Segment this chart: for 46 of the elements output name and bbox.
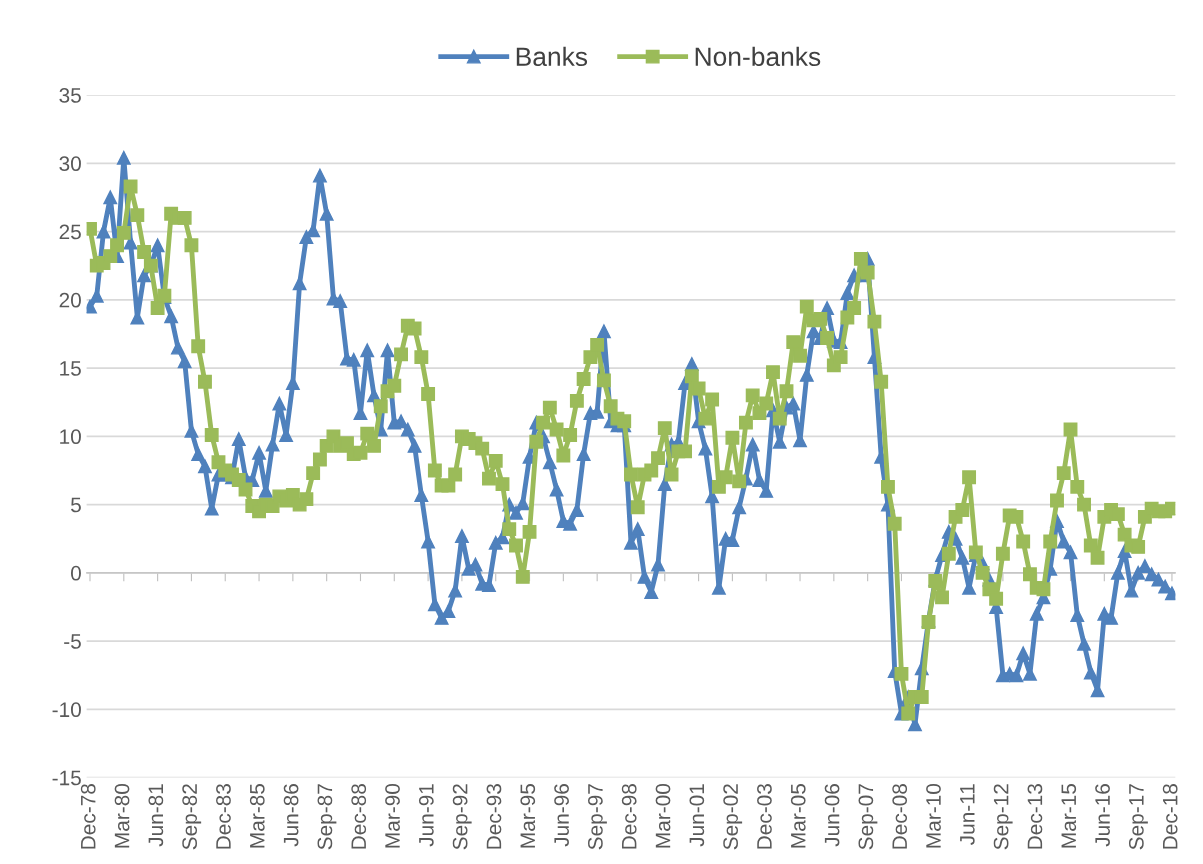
x-tick-label: Mar-90 (385, 783, 400, 848)
x-tick-label: Dec-18 (1162, 784, 1178, 849)
x-tick-label: Mar-05 (790, 784, 806, 848)
y-tick-label: -10 (52, 702, 81, 718)
x-tick-label: Jun-01 (689, 784, 705, 847)
y-tick-label: -5 (64, 634, 81, 649)
x-tick-label: Dec-03 (757, 784, 772, 849)
x-tick-label: Dec-88 (351, 784, 367, 849)
y-tick-label: 20 (59, 292, 81, 308)
x-tick-label: Dec-08 (892, 784, 908, 849)
x-tick-label: Jun-11 (960, 784, 975, 845)
x-tick-label: Sep-07 (858, 784, 878, 850)
x-tick-label: Mar-10 (926, 783, 941, 848)
x-tick-label: Jun-96 (554, 784, 569, 847)
x-tick-label: Sep-02 (723, 784, 743, 850)
x-tick-label: Sep-97 (588, 784, 607, 850)
y-tick-label: 0 (70, 565, 81, 581)
x-tick-label: Jun-06 (824, 784, 840, 847)
x-tick-label: Dec-13 (1027, 784, 1043, 849)
x-tick-label: Sep-92 (452, 784, 472, 850)
legend-label: Banks (516, 46, 588, 67)
x-tick-label: Mar-15 (1061, 784, 1077, 848)
y-tick-label: 25 (59, 224, 81, 240)
x-tick-label: Sep-17 (1128, 784, 1148, 850)
x-tick-label: Mar-85 (249, 784, 265, 848)
x-tick-label: Dec-98 (621, 784, 637, 849)
y-tick-label: -15 (52, 770, 81, 786)
x-tick-label: Dec-93 (486, 784, 502, 849)
x-tick-label: Mar-95 (520, 784, 536, 848)
x-tick-label: Jun-81 (148, 784, 164, 847)
x-tick-label: Sep-12 (993, 784, 1013, 850)
y-tick-label: 10 (60, 429, 81, 445)
x-tick-label: Jun-16 (1095, 784, 1110, 847)
x-tick-label: Dec-78 (80, 784, 96, 849)
y-tick-label: 5 (71, 497, 81, 513)
x-tick-label: Sep-82 (182, 784, 202, 850)
x-tick-label: Mar-00 (655, 783, 671, 848)
legend-label: Non-banks (695, 46, 821, 67)
x-tick-label: Mar-80 (114, 783, 130, 848)
x-tick-label: Sep-87 (317, 784, 337, 850)
x-tick-label: Dec-83 (216, 784, 231, 849)
y-tick-label: 30 (59, 156, 81, 172)
y-tick-label: 35 (59, 88, 81, 103)
x-tick-label: Jun-91 (418, 784, 434, 847)
y-tick-label: 15 (60, 361, 81, 376)
x-tick-label: Jun-86 (283, 784, 299, 847)
